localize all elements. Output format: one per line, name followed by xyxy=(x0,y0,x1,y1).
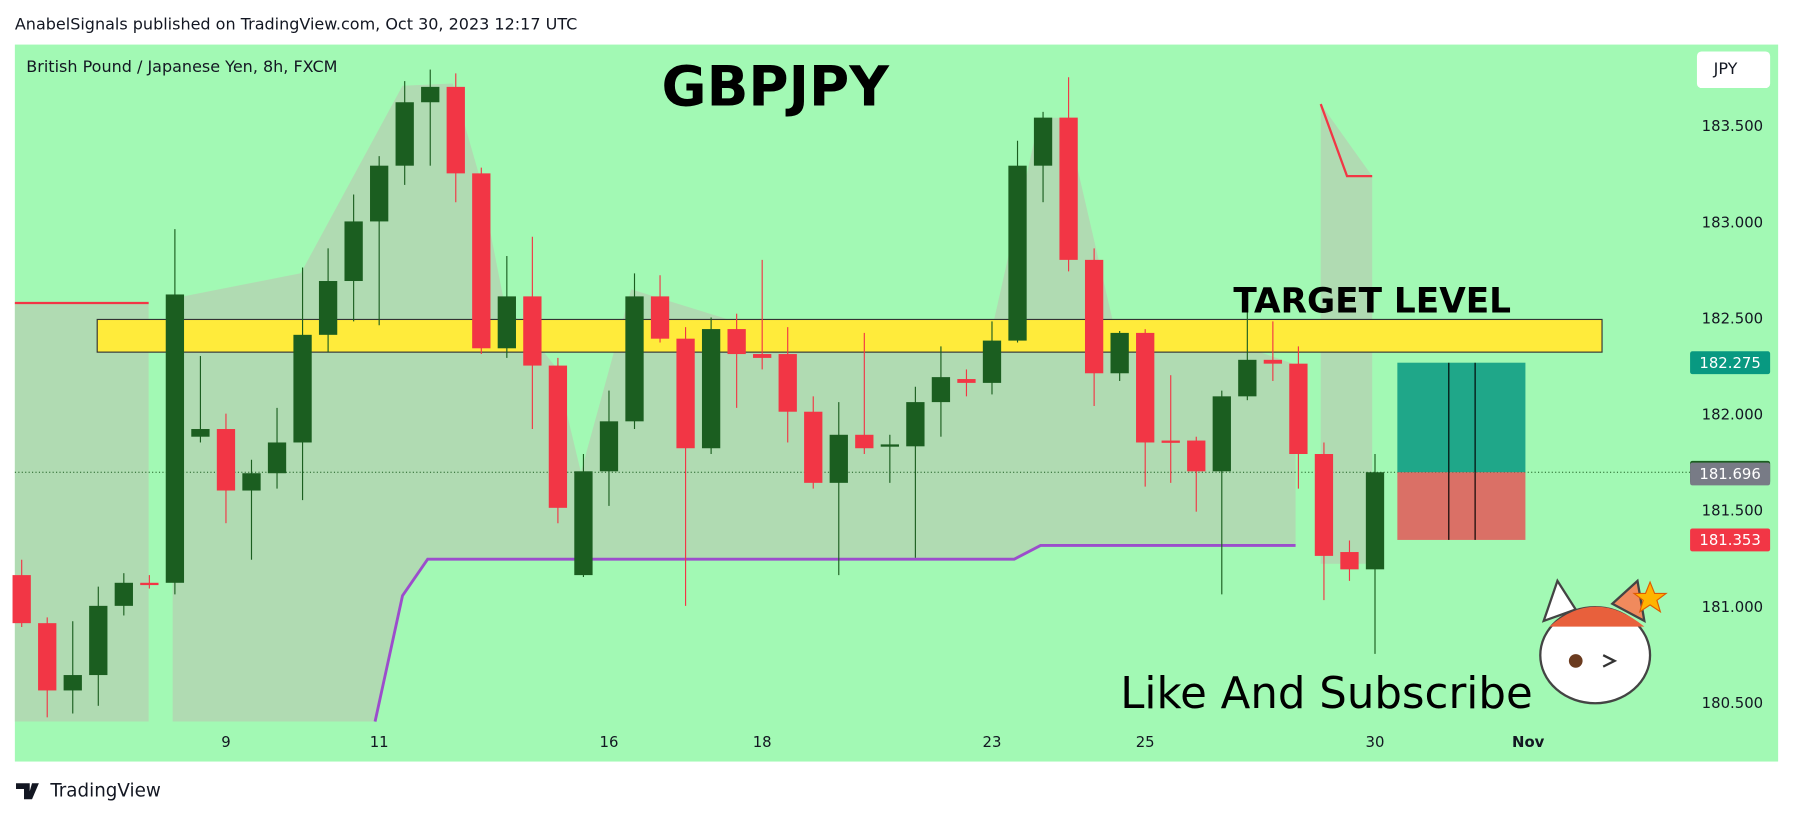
x-tick-label: 11 xyxy=(370,733,389,751)
candle-body xyxy=(727,329,746,355)
candle-body xyxy=(12,575,31,624)
x-tick-label: Nov xyxy=(1512,733,1545,751)
position-loss xyxy=(1397,472,1526,540)
candle-body xyxy=(1059,117,1078,260)
candle-body xyxy=(421,86,440,103)
candle-body xyxy=(829,434,848,483)
candle-body xyxy=(395,102,414,166)
candle-body xyxy=(1365,472,1385,570)
candle-body xyxy=(855,434,874,449)
candle-body xyxy=(548,365,568,508)
x-tick-label: 9 xyxy=(221,733,230,751)
candle-body xyxy=(753,354,772,358)
target-zone xyxy=(96,318,1603,353)
price-tag-label: 181.696 xyxy=(1699,465,1760,483)
annotation: TARGET LEVEL xyxy=(1233,282,1511,322)
candle-body xyxy=(1212,396,1231,472)
candle-body xyxy=(89,605,108,676)
candle-body xyxy=(880,444,899,447)
header: AnabelSignals published on TradingView.c… xyxy=(15,15,577,34)
symbol-info: British Pound / Japanese Yen, 8h, FXCM xyxy=(26,57,337,76)
indicator-line xyxy=(1319,103,1373,178)
candle-body xyxy=(1187,440,1206,472)
currency-label: JPY xyxy=(1713,59,1738,78)
candle-body xyxy=(446,86,465,174)
indicator-line xyxy=(373,544,1296,722)
candle-body xyxy=(982,340,1002,383)
candle-body xyxy=(778,354,797,412)
candle-body xyxy=(1110,332,1129,374)
x-tick-label: 25 xyxy=(1136,733,1155,751)
candle-body xyxy=(293,334,312,443)
y-tick-label: 182.500 xyxy=(1702,309,1763,327)
candle-body xyxy=(1008,165,1027,341)
candle-body xyxy=(523,296,542,366)
y-tick-label: 180.500 xyxy=(1702,694,1763,712)
candle-body xyxy=(1084,259,1104,374)
candle-body xyxy=(1263,359,1283,364)
candle-body xyxy=(650,296,670,339)
x-tick-label: 16 xyxy=(600,733,619,751)
candle-body xyxy=(216,429,236,491)
candle-body xyxy=(906,402,925,447)
candle-body xyxy=(318,281,338,335)
plot: 180.500 181.000 181.500 182.000 182.500 183.0… xyxy=(12,69,1771,751)
x-tick-label: 30 xyxy=(1366,733,1385,751)
candle-body xyxy=(140,582,159,586)
position-profit xyxy=(1397,362,1526,473)
candle-body xyxy=(1238,359,1257,397)
candle-body xyxy=(1033,117,1053,166)
price-tag xyxy=(1690,528,1771,552)
annotation: Like And Subscribe xyxy=(1120,669,1532,719)
price-tag xyxy=(1690,462,1771,486)
sticker xyxy=(1539,578,1668,705)
currency-button[interactable] xyxy=(1696,51,1771,89)
candle-body xyxy=(242,473,261,491)
footer-icon xyxy=(16,783,39,800)
indicator-shade xyxy=(14,303,149,722)
candle-body xyxy=(191,429,210,437)
y-tick-label: 182.000 xyxy=(1702,406,1763,424)
candle-body xyxy=(676,338,695,449)
candle-body xyxy=(1289,363,1308,455)
candle-body xyxy=(1340,552,1359,570)
candle-body xyxy=(1136,332,1155,443)
candle-body xyxy=(1161,440,1180,443)
candle-body xyxy=(344,221,363,282)
candle-body xyxy=(472,173,491,349)
candle-body xyxy=(497,296,516,349)
candle-body xyxy=(165,294,185,583)
price-tag-label: 182.275 xyxy=(1699,354,1760,372)
candle-body xyxy=(63,675,82,691)
y-tick-label: 183.500 xyxy=(1702,117,1763,135)
footer: TradingView xyxy=(49,780,161,801)
candle-body xyxy=(114,582,133,606)
candle-body xyxy=(574,471,593,576)
x-tick-label: 18 xyxy=(753,733,772,751)
y-tick-label: 181.500 xyxy=(1702,502,1763,520)
candle-body xyxy=(267,442,287,474)
y-tick-label: 181.000 xyxy=(1702,598,1763,616)
price-tag xyxy=(1690,351,1771,375)
candle-body xyxy=(38,623,57,691)
candle-body xyxy=(1314,454,1334,556)
candle-body xyxy=(599,421,619,472)
candle-body xyxy=(625,296,644,422)
candle-body xyxy=(804,411,823,483)
y-tick-label: 183.000 xyxy=(1702,213,1763,231)
candle-body xyxy=(370,165,389,222)
candle-body xyxy=(701,329,721,449)
price-tag-label: 181.353 xyxy=(1699,531,1760,549)
x-tick-label: 23 xyxy=(983,733,1002,751)
candle-body xyxy=(931,377,951,403)
chart-title: GBPJPY xyxy=(662,54,891,118)
candle-body xyxy=(957,379,976,383)
